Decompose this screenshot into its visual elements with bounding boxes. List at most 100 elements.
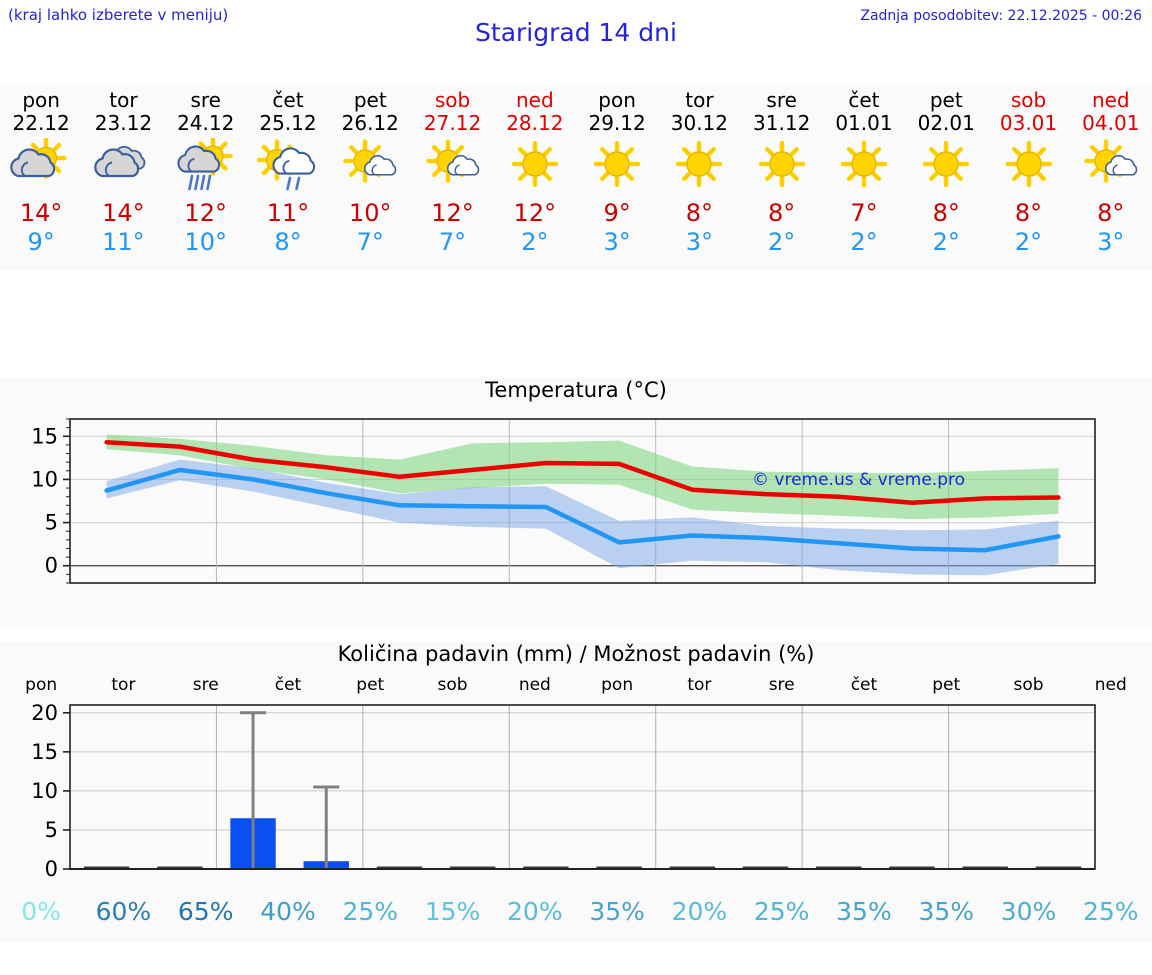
precipitation-day-label: čet bbox=[274, 675, 302, 695]
svg-text:5: 5 bbox=[45, 818, 58, 842]
temperature-max: 8° bbox=[1014, 199, 1043, 227]
temperature-chart: Temperatura (°C) 0 5 10 15 © vreme.us & vre… bbox=[0, 378, 1152, 628]
precipitation-probability: 0% bbox=[21, 897, 61, 926]
forecast-day-column[interactable]: sob 03.01 8° 2° bbox=[987, 84, 1069, 270]
sun-gray-cloud-rain-icon bbox=[165, 138, 247, 194]
temperature-max: 14° bbox=[102, 199, 145, 227]
precipitation-day-label: pon bbox=[601, 675, 634, 695]
day-of-week: ned bbox=[1091, 88, 1130, 112]
precipitation-day-label: pon bbox=[25, 675, 58, 695]
forecast-day-column[interactable]: pon 29.12 9° 3° bbox=[576, 84, 658, 270]
forecast-day-column[interactable]: čet 25.12 11° 8° bbox=[247, 84, 329, 270]
forecast-day-column[interactable]: tor 23.12 14° 11° bbox=[82, 84, 164, 270]
precipitation-day-label: pet bbox=[356, 675, 385, 695]
day-date: 30.12 bbox=[670, 111, 729, 135]
forecast-day-column[interactable]: pet 02.01 8° 2° bbox=[905, 84, 987, 270]
temperature-min: 3° bbox=[1097, 228, 1125, 256]
forecast-day-column[interactable]: ned 28.12 12° 2° bbox=[494, 84, 576, 270]
day-date: 04.01 bbox=[1082, 111, 1140, 135]
last-updated: Zadnja posodobitev: 22.12.2025 - 00:26 bbox=[860, 8, 1142, 24]
precipitation-day-label: sre bbox=[768, 675, 795, 695]
precipitation-day-label: tor bbox=[687, 675, 712, 695]
sun-small-white-cloud-icon bbox=[1070, 138, 1152, 194]
svg-text:10: 10 bbox=[31, 467, 58, 491]
svg-text:5: 5 bbox=[45, 511, 58, 535]
forecast-day-column[interactable]: ned 04.01 8° 3° bbox=[1070, 84, 1152, 270]
sun-icon bbox=[741, 138, 823, 194]
precipitation-probability: 35% bbox=[836, 897, 892, 926]
forecast-day-strip: pon 22.12 14° 9° tor 23.12 14° 11° sre 24.12 12° 10… bbox=[0, 84, 1152, 270]
temperature-max: 14° bbox=[19, 199, 63, 227]
temperature-max: 7° bbox=[850, 199, 878, 227]
forecast-day-column[interactable]: sre 31.12 8° 2° bbox=[741, 84, 823, 270]
sun-icon bbox=[658, 138, 740, 194]
svg-text:0: 0 bbox=[45, 857, 58, 881]
sun-small-white-cloud-icon bbox=[411, 138, 493, 194]
temperature-chart-title: Temperatura (°C) bbox=[485, 378, 667, 402]
temperature-max: 8° bbox=[1097, 199, 1125, 227]
temperature-min: 3° bbox=[603, 228, 631, 256]
page-title: Starigrad 14 dni bbox=[475, 18, 677, 47]
precipitation-chart-title: Količina padavin (mm) / Možnost padavin … bbox=[337, 642, 815, 666]
forecast-day-column[interactable]: sre 24.12 12° 10° bbox=[165, 84, 247, 270]
sun-small-white-cloud-icon bbox=[329, 138, 411, 194]
forecast-day-column[interactable]: pon 22.12 14° 9° bbox=[0, 84, 82, 270]
precipitation-day-label: sre bbox=[192, 675, 219, 695]
temperature-max: 8° bbox=[685, 199, 714, 227]
temperature-min: 9° bbox=[27, 228, 55, 256]
day-of-week: tor bbox=[109, 88, 138, 112]
forecast-day-column[interactable]: pet 26.12 10° 7° bbox=[329, 84, 411, 270]
day-of-week: sob bbox=[1010, 88, 1047, 112]
forecast-day-column[interactable]: tor 30.12 8° 3° bbox=[658, 84, 740, 270]
day-of-week: pon bbox=[22, 88, 60, 112]
precipitation-probability: 40% bbox=[260, 897, 316, 926]
day-of-week: pet bbox=[353, 88, 387, 112]
day-date: 22.12 bbox=[12, 111, 70, 135]
precipitation-probability: 35% bbox=[918, 897, 975, 926]
temperature-max: 12° bbox=[184, 199, 227, 227]
svg-text:20: 20 bbox=[31, 701, 58, 725]
day-date: 27.12 bbox=[423, 111, 482, 135]
day-of-week: sre bbox=[766, 88, 797, 112]
precipitation-probability: 65% bbox=[177, 897, 234, 926]
day-date: 01.01 bbox=[835, 111, 893, 135]
precipitation-chart: Količina padavin (mm) / Možnost padavin … bbox=[0, 642, 1152, 942]
day-date: 24.12 bbox=[177, 111, 235, 135]
precipitation-day-label: ned bbox=[1094, 675, 1127, 695]
copyright-credit: © vreme.us & vreme.pro bbox=[752, 470, 966, 490]
precipitation-day-label: sob bbox=[1013, 675, 1044, 695]
day-of-week: tor bbox=[685, 88, 714, 112]
precipitation-day-label: ned bbox=[518, 675, 551, 695]
temperature-max: 9° bbox=[603, 199, 631, 227]
precipitation-chart-svg: 0 5 10 15 20 bbox=[31, 701, 1096, 881]
day-date: 29.12 bbox=[588, 111, 646, 135]
precipitation-day-label: sob bbox=[437, 675, 468, 695]
day-date: 25.12 bbox=[259, 111, 317, 135]
precipitation-probability: 25% bbox=[1083, 897, 1139, 926]
precipitation-day-label: čet bbox=[850, 675, 878, 695]
temperature-min: 8° bbox=[274, 228, 302, 256]
temperature-min: 2° bbox=[850, 228, 878, 256]
day-date: 23.12 bbox=[94, 111, 153, 135]
temperature-max: 11° bbox=[266, 199, 310, 227]
day-of-week: ned bbox=[515, 88, 554, 112]
temperature-min: 7° bbox=[356, 228, 384, 256]
day-of-week: pet bbox=[929, 88, 963, 112]
temperature-chart-svg: 0 5 10 15 bbox=[31, 418, 1096, 584]
precipitation-probability: 25% bbox=[753, 897, 810, 926]
temperature-min: 3° bbox=[685, 228, 714, 256]
forecast-day-column[interactable]: sob 27.12 12° 7° bbox=[411, 84, 493, 270]
precipitation-day-label: pet bbox=[932, 675, 961, 695]
menu-hint: (kraj lahko izberete v meniju) bbox=[8, 6, 229, 24]
temperature-max: 8° bbox=[932, 199, 960, 227]
svg-text:0: 0 bbox=[45, 554, 58, 578]
temperature-min: 10° bbox=[184, 228, 227, 256]
precipitation-probability-row: 0% 60% 65% 40% 25% 15% 20% 35% 20% 25% 35% 35% 30% 25… bbox=[0, 897, 1152, 926]
temperature-min: 2° bbox=[521, 228, 549, 256]
precipitation-probability: 30% bbox=[1000, 897, 1057, 926]
page-header: (kraj lahko izberete v meniju) Starigrad… bbox=[0, 0, 1152, 78]
precipitation-probability: 20% bbox=[507, 897, 563, 926]
forecast-day-column[interactable]: čet 01.01 7° 2° bbox=[823, 84, 905, 270]
day-of-week: sre bbox=[190, 88, 221, 112]
svg-text:15: 15 bbox=[31, 424, 58, 448]
